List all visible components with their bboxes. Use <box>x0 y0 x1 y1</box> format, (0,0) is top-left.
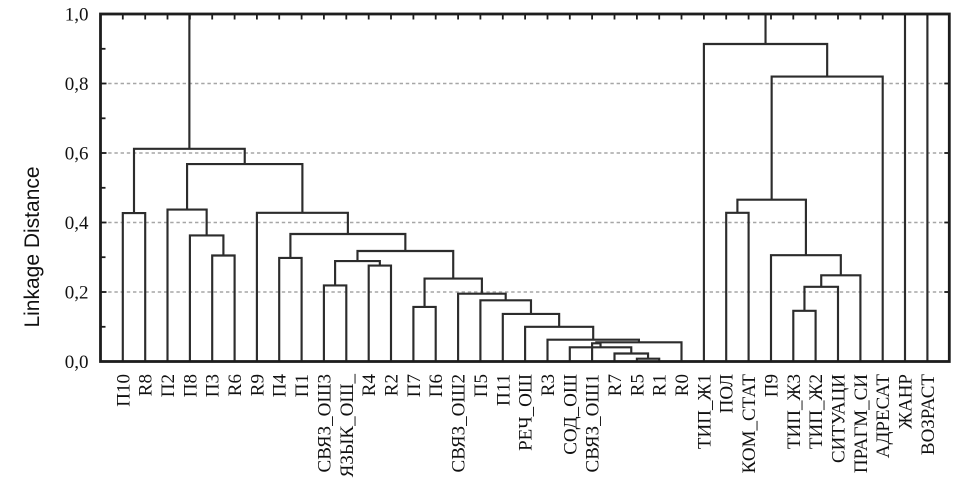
svg-text:СВЯЗ_ОШ2: СВЯЗ_ОШ2 <box>449 374 470 472</box>
svg-text:П10: П10 <box>113 374 134 407</box>
svg-text:П8: П8 <box>180 374 201 397</box>
svg-text:СИТУАЦИ: СИТУАЦИ <box>829 374 850 463</box>
svg-text:R7: R7 <box>605 374 626 396</box>
svg-text:П4: П4 <box>270 374 291 398</box>
svg-text:ЖАНР: ЖАНР <box>896 374 917 429</box>
svg-text:СВЯЗ_ОШ1: СВЯЗ_ОШ1 <box>583 374 604 472</box>
svg-text:0,2: 0,2 <box>65 282 89 303</box>
svg-text:R5: R5 <box>627 374 648 396</box>
svg-text:R9: R9 <box>247 374 268 396</box>
svg-text:ТИП_Ж3: ТИП_Ж3 <box>784 374 805 449</box>
svg-text:0,8: 0,8 <box>65 74 89 95</box>
svg-text:АДРЕСАТ: АДРЕСАТ <box>873 374 894 459</box>
svg-text:П9: П9 <box>762 374 783 397</box>
svg-text:П5: П5 <box>471 374 492 397</box>
svg-text:0,0: 0,0 <box>65 352 89 373</box>
svg-text:ПОЛ: ПОЛ <box>717 374 738 413</box>
svg-text:R6: R6 <box>225 374 246 396</box>
svg-text:ПРАГМ_СИ: ПРАГМ_СИ <box>851 374 872 473</box>
svg-text:РЕЧ_ОШ: РЕЧ_ОШ <box>516 374 537 451</box>
svg-text:П6: П6 <box>426 374 447 397</box>
svg-text:R1: R1 <box>650 374 671 396</box>
svg-text:ЯЗЫК_ОШ_: ЯЗЫК_ОШ_ <box>337 374 358 478</box>
svg-text:ТИП_Ж1: ТИП_Ж1 <box>694 374 715 449</box>
svg-text:R2: R2 <box>382 374 403 396</box>
svg-text:СОД_ОШ: СОД_ОШ <box>560 374 581 455</box>
svg-text:ТИП_Ж2: ТИП_Ж2 <box>806 374 827 449</box>
svg-text:R0: R0 <box>672 374 693 396</box>
svg-text:СВЯЗ_ОШ3: СВЯЗ_ОШ3 <box>314 374 335 472</box>
svg-text:R4: R4 <box>359 374 380 397</box>
svg-text:R3: R3 <box>538 374 559 396</box>
svg-text:П11: П11 <box>493 374 514 406</box>
svg-text:1,0: 1,0 <box>65 4 89 25</box>
svg-text:П7: П7 <box>404 374 425 397</box>
svg-text:0,6: 0,6 <box>65 143 89 164</box>
svg-text:П2: П2 <box>158 374 179 397</box>
svg-text:Linkage Distance: Linkage Distance <box>21 166 44 327</box>
svg-text:R8: R8 <box>136 374 157 396</box>
svg-text:КОМ_СТАТ: КОМ_СТАТ <box>739 374 760 474</box>
svg-text:0,4: 0,4 <box>65 213 89 234</box>
svg-text:П3: П3 <box>203 374 224 397</box>
svg-text:П1: П1 <box>292 374 313 397</box>
svg-text:ВОЗРАСТ: ВОЗРАСТ <box>918 374 939 455</box>
